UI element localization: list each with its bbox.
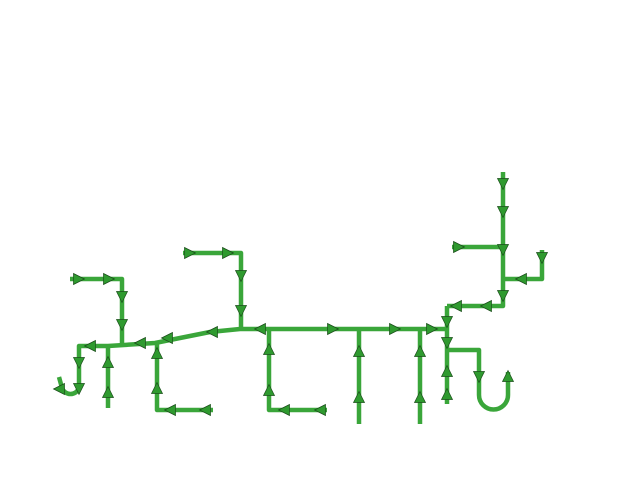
triangle-arrow-icon — [262, 342, 276, 355]
triangle-arrow-icon — [453, 240, 466, 254]
triangle-arrow-icon — [133, 336, 146, 350]
flow-arrows — [52, 178, 549, 417]
triangle-arrow-icon — [352, 344, 366, 357]
triangle-arrow-icon — [514, 272, 527, 286]
triangle-arrow-icon — [163, 403, 176, 417]
triangle-arrow-icon — [73, 272, 86, 286]
network-segment — [503, 250, 545, 282]
triangle-arrow-icon — [234, 305, 248, 318]
triangle-arrow-icon — [327, 322, 340, 336]
network-segment — [447, 347, 511, 412]
triangle-arrow-icon — [496, 178, 510, 191]
triangle-arrow-icon — [501, 369, 515, 382]
triangle-arrow-icon — [440, 387, 454, 400]
triangle-arrow-icon — [413, 344, 427, 357]
triangle-arrow-icon — [472, 371, 486, 384]
triangle-arrow-icon — [413, 390, 427, 403]
triangle-arrow-icon — [449, 299, 462, 313]
triangle-arrow-icon — [440, 337, 454, 350]
network-segment — [154, 343, 213, 413]
triangle-arrow-icon — [496, 290, 510, 303]
triangle-arrow-icon — [234, 270, 248, 283]
triangle-arrow-icon — [389, 322, 402, 336]
triangle-arrow-icon — [496, 244, 510, 257]
triangle-arrow-icon — [198, 403, 211, 417]
network-segments — [56, 172, 545, 424]
triangle-arrow-icon — [496, 206, 510, 219]
network-segment — [266, 329, 327, 413]
triangle-arrow-icon — [277, 403, 290, 417]
triangle-arrow-icon — [103, 272, 116, 286]
triangle-arrow-icon — [440, 316, 454, 329]
triangle-arrow-icon — [150, 346, 164, 359]
triangle-arrow-icon — [262, 383, 276, 396]
triangle-arrow-icon — [72, 357, 86, 370]
triangle-arrow-icon — [160, 331, 173, 345]
triangle-arrow-icon — [253, 322, 266, 336]
network-segment — [76, 326, 445, 388]
triangle-arrow-icon — [150, 381, 164, 394]
triangle-arrow-icon — [440, 364, 454, 377]
triangle-arrow-icon — [184, 246, 197, 260]
triangle-arrow-icon — [83, 339, 96, 353]
network-segment — [183, 250, 244, 329]
triangle-arrow-icon — [52, 382, 65, 396]
triangle-arrow-icon — [352, 390, 366, 403]
triangle-arrow-icon — [101, 385, 115, 398]
triangle-arrow-icon — [72, 383, 86, 396]
triangle-arrow-icon — [535, 252, 549, 265]
triangle-arrow-icon — [426, 322, 439, 336]
triangle-arrow-icon — [115, 319, 129, 332]
triangle-arrow-icon — [479, 299, 492, 313]
triangle-arrow-icon — [313, 403, 326, 417]
triangle-arrow-icon — [222, 246, 235, 260]
network-segment — [447, 172, 506, 309]
network-segment — [70, 276, 125, 346]
triangle-arrow-icon — [101, 355, 115, 368]
triangle-arrow-icon — [205, 325, 218, 339]
triangle-arrow-icon — [115, 291, 129, 304]
